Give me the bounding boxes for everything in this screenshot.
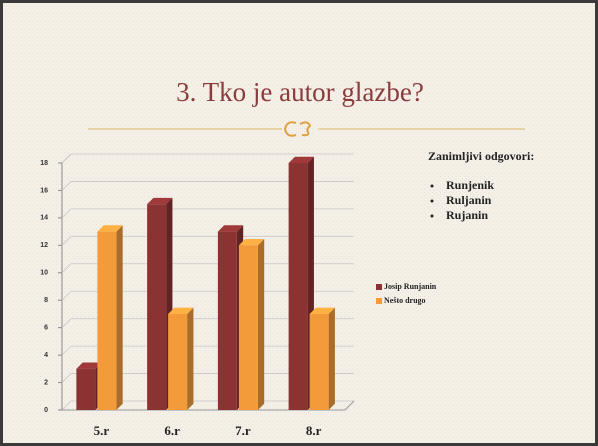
bullet: [430, 214, 434, 218]
bar: [147, 204, 167, 410]
bar: [238, 245, 258, 410]
y-tick-label: 12: [40, 242, 48, 249]
bar: [288, 163, 308, 410]
bar: [97, 231, 117, 410]
x-tick-label: 8.r: [306, 423, 322, 438]
bar-top: [238, 239, 265, 246]
y-tick-label: 8: [44, 297, 48, 304]
bar-side: [257, 239, 265, 410]
chart: 0 2 4 6 8 10 12 14 16 18 5.r 6.r 7.r 8.r Josip Runjani…: [40, 153, 437, 438]
legend-label: Josip Runjanin: [384, 282, 437, 291]
bar-side: [187, 307, 194, 410]
x-tick-label: 6.r: [164, 423, 180, 438]
bullet: [430, 184, 434, 188]
x-tick-label: 5.r: [94, 423, 110, 438]
bar-top: [147, 197, 173, 205]
bar: [217, 231, 237, 410]
y-tick-label: 10: [40, 270, 48, 277]
bar: [76, 368, 96, 410]
note-heading: Zanimljivi odgovori:: [428, 149, 534, 163]
bar-top: [168, 307, 194, 314]
legend-swatch: [376, 284, 382, 290]
ornament: [283, 121, 312, 137]
note-item: Rujanin: [446, 208, 488, 222]
grid-line: [61, 208, 354, 219]
bar: [168, 313, 188, 410]
y-tick-label: 0: [44, 407, 48, 414]
bar-top: [76, 362, 102, 369]
bar-top: [97, 225, 123, 232]
grid-line: [61, 153, 354, 164]
y-tick-label: 4: [44, 352, 48, 359]
slide-title: 3. Tko je autor glazbe?: [176, 77, 424, 107]
grid-line: [61, 181, 354, 191]
y-tick-label: 16: [40, 187, 48, 194]
bar-side: [116, 225, 123, 410]
x-tick-label: 7.r: [235, 423, 251, 438]
legend-label: Nešto drugo: [384, 296, 426, 305]
bar-top: [217, 225, 244, 232]
bar-top: [309, 307, 335, 314]
note-item: Ruljanin: [446, 193, 492, 207]
bar: [309, 313, 329, 410]
y-tick-label: 18: [40, 160, 48, 167]
grid-line: [61, 235, 354, 246]
bullet: [430, 199, 434, 203]
y-tick-label: 14: [40, 215, 48, 222]
y-tick-label: 6: [44, 325, 48, 332]
bar-side: [328, 307, 335, 410]
bar-top: [288, 156, 314, 163]
legend-swatch: [376, 298, 382, 304]
note-item: Runjenik: [446, 178, 494, 192]
y-tick-label: 2: [44, 379, 48, 386]
